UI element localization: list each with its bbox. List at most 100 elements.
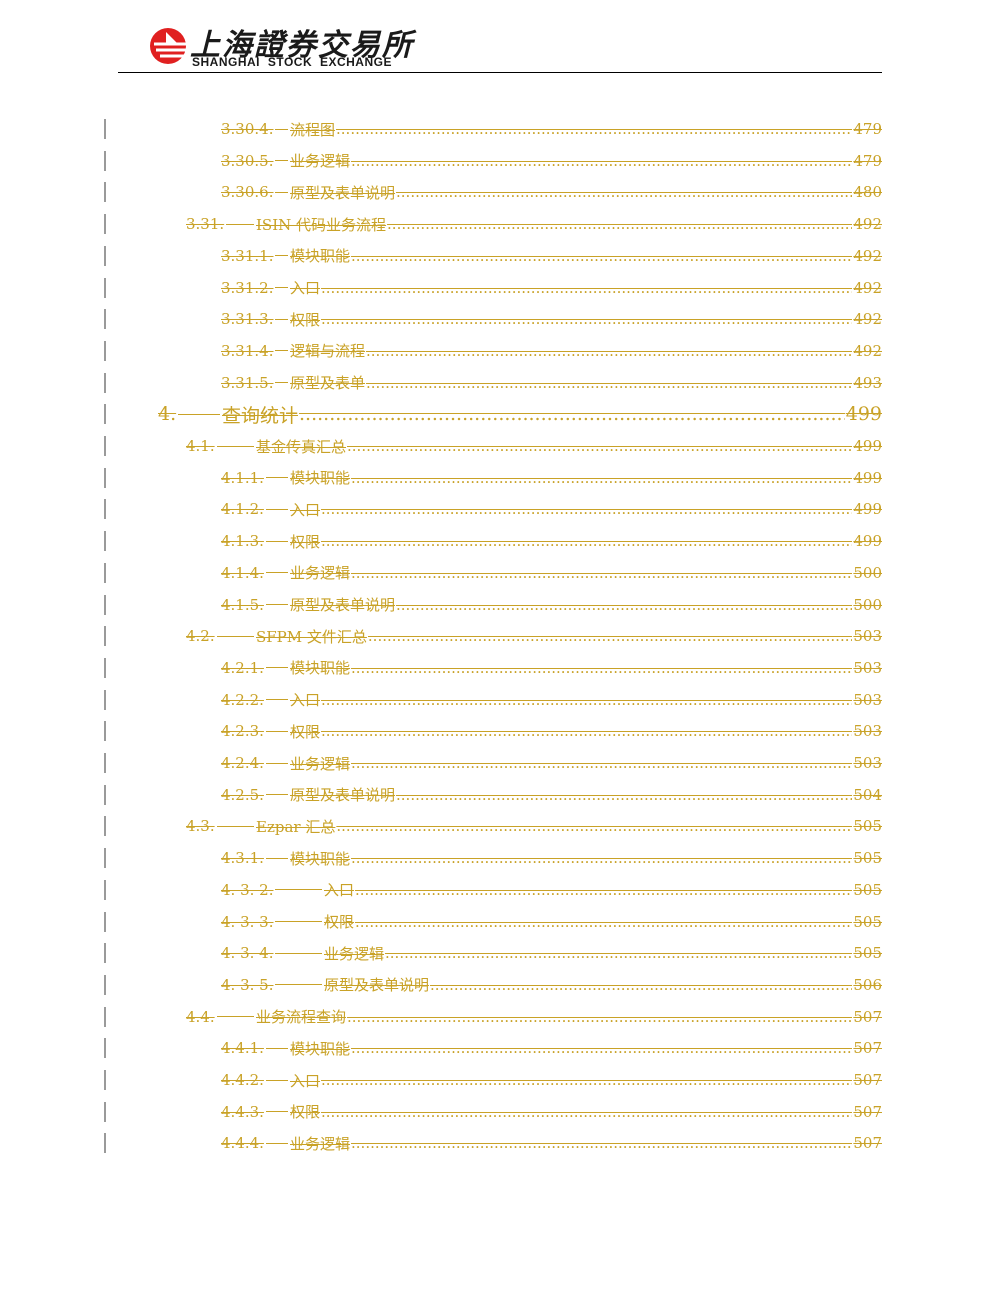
toc-number: 3.31.4. [221, 341, 274, 360]
toc-entry[interactable]: 4.1.3. 权限................................… [221, 526, 882, 556]
toc-page-number: 500 [853, 563, 882, 582]
toc-title: 业务逻辑 [290, 754, 351, 773]
change-bar [104, 1101, 106, 1122]
toc-tab-dash [265, 699, 288, 701]
change-bar [104, 182, 106, 203]
change-bar [104, 277, 106, 298]
toc-leader-dots: ........................................… [366, 341, 853, 360]
toc-entry[interactable]: 4.1. 基金传真汇总..............................… [186, 431, 882, 461]
toc-entry[interactable]: 3.31. ISIN 代码业务流程........................… [186, 209, 882, 239]
toc-page-number: 493 [853, 373, 882, 392]
toc-page-number: 507 [853, 1134, 882, 1153]
toc-entry[interactable]: 4.1.4. 业务逻辑..............................… [221, 558, 882, 588]
toc-tab-dash [275, 318, 288, 320]
toc-entry[interactable]: 3.31.5. 原型及表单............................… [221, 368, 882, 398]
toc-tab-dash [275, 889, 322, 891]
toc-leader-dots: ........................................… [430, 975, 852, 994]
toc-number: 4.2.4. [221, 754, 264, 772]
toc-leader-dots: ........................................… [351, 849, 852, 868]
toc-title: 权限 [324, 913, 355, 931]
change-bar [104, 657, 106, 678]
toc-page-number: 505 [853, 944, 882, 963]
toc-entry[interactable]: 3.31.4. 逻辑与流程............................… [221, 336, 882, 366]
toc-entry[interactable]: 3.30.4. 流程图..............................… [221, 114, 882, 144]
change-bar [104, 499, 106, 520]
toc-entry[interactable]: 4.3. Ezpar 汇总............................… [186, 811, 882, 841]
toc-title: ISIN 代码业务流程 [256, 215, 387, 234]
toc-entry[interactable]: 3.30.6. 原型及表单说明..........................… [221, 177, 882, 207]
toc-number: 4. 3. 4. [221, 944, 274, 963]
toc-title: 权限 [290, 722, 321, 741]
toc-page-number: 505 [853, 880, 882, 899]
change-bar [104, 721, 106, 742]
toc-leader-dots: ........................................… [351, 468, 852, 487]
toc-entry[interactable]: 4.2.5. 原型及表单说明...........................… [221, 780, 882, 810]
toc-entry[interactable]: 4.4.4. 业务逻辑..............................… [221, 1128, 882, 1158]
toc-entry[interactable]: 4.2.2. 入口................................… [221, 685, 882, 715]
toc-tab-dash [275, 191, 288, 193]
toc-page-number: 506 [853, 975, 882, 994]
toc-entry[interactable]: 3.31.2. 入口...............................… [221, 273, 882, 303]
change-bar [104, 594, 106, 615]
toc-tab-dash [265, 572, 288, 574]
toc-leader-dots: ........................................… [321, 1071, 853, 1089]
toc-tab-dash [226, 223, 254, 225]
toc-entry[interactable]: 3.31.1. 模块职能.............................… [221, 241, 882, 271]
toc-leader-dots: ........................................… [351, 246, 852, 265]
toc-tab-dash [216, 445, 254, 447]
toc-title: 模块职能 [290, 659, 351, 678]
toc-entry[interactable]: 4. 3. 4. 业务逻辑............................… [221, 938, 882, 968]
toc-title: SFPM 文件汇总 [256, 627, 367, 646]
toc-entry[interactable]: 4. 3. 2. 入口..............................… [221, 875, 882, 905]
toc-entry[interactable]: 3.30.5. 业务逻辑.............................… [221, 146, 882, 176]
toc-entry[interactable]: 4. 查询统计..................................… [158, 399, 882, 429]
toc-entry[interactable]: 4. 3. 5. 原型及表单说明.........................… [221, 970, 882, 1000]
toc-entry[interactable]: 4.1.2. 入口................................… [221, 494, 882, 524]
toc-page-number: 504 [853, 785, 882, 804]
toc-entry[interactable]: 4. 3. 3. 权限..............................… [221, 907, 882, 937]
toc-tab-dash [216, 635, 254, 637]
toc-title: 原型及表单说明 [324, 976, 430, 995]
toc-number: 4.1.5. [221, 595, 264, 614]
toc-tab-dash [265, 857, 288, 859]
toc-tab-dash [275, 287, 288, 288]
toc-number: 4.2.5. [221, 785, 264, 804]
toc-entry[interactable]: 4.4.3. 权限................................… [221, 1097, 882, 1127]
toc-tab-dash [275, 984, 322, 986]
toc-entry[interactable]: 4.3.1. 模块职能..............................… [221, 843, 882, 873]
toc-entry[interactable]: 4.4. 业务流程查询..............................… [186, 1002, 882, 1032]
toc-title: 原型及表单说明 [290, 786, 396, 805]
toc-page-number: 503 [853, 754, 882, 772]
toc-leader-dots: ........................................… [351, 563, 852, 582]
toc-entry[interactable]: 4.2.1. 模块职能..............................… [221, 653, 882, 683]
toc-entry[interactable]: 4.2. SFPM 文件汇总...........................… [186, 621, 882, 651]
toc-page-number: 479 [853, 120, 882, 138]
toc-number: 4. 3. 3. [221, 912, 274, 931]
toc-title: 权限 [290, 1103, 321, 1122]
toc-page-number: 492 [853, 341, 882, 360]
toc-title: 逻辑与流程 [290, 342, 366, 361]
toc-title: 业务逻辑 [290, 564, 351, 583]
toc-entry[interactable]: 4.1.1. 模块职能..............................… [221, 463, 882, 493]
toc-entry[interactable]: 4.4.1. 模块职能..............................… [221, 1033, 882, 1063]
toc-title: Ezpar 汇总 [256, 817, 336, 836]
toc-leader-dots: ........................................… [347, 437, 853, 455]
toc-tab-dash [275, 921, 322, 922]
toc-leader-dots: ........................................… [351, 1134, 852, 1153]
toc-number: 3.31. [186, 215, 225, 234]
toc-entry[interactable]: 4.2.4. 业务逻辑..............................… [221, 748, 882, 778]
change-bar [104, 974, 106, 995]
toc-entry[interactable]: 4.1.5. 原型及表单说明...........................… [221, 590, 882, 620]
toc-tab-dash [275, 382, 288, 384]
toc-leader-dots: ........................................… [321, 722, 853, 741]
toc-number: 4.2.2. [221, 690, 264, 709]
change-bar [104, 245, 106, 266]
toc-page-number: 507 [853, 1007, 882, 1026]
toc-page-number: 500 [853, 595, 882, 614]
toc-number: 4. 3. 5. [221, 975, 274, 994]
toc-entry[interactable]: 4.2.3. 权限................................… [221, 716, 882, 746]
toc-title: 入口 [290, 279, 321, 297]
toc-entry[interactable]: 4.4.2. 入口................................… [221, 1065, 882, 1095]
change-bar [104, 816, 106, 837]
toc-entry[interactable]: 3.31.3. 权限...............................… [221, 304, 882, 334]
